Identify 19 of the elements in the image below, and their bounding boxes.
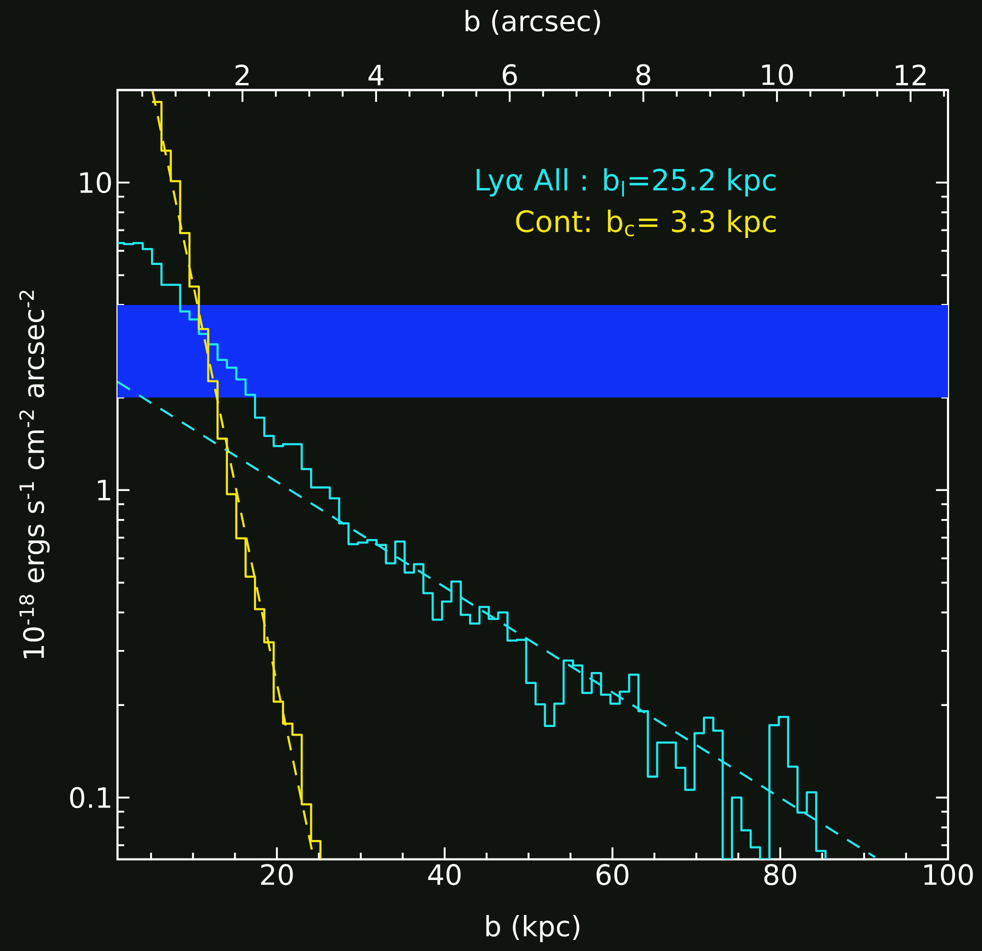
- x2-tick-label: 6: [502, 64, 517, 86]
- x2-tick-label: 2: [236, 64, 249, 86]
- x-tick-label: 40: [428, 864, 461, 886]
- y-tick-label: 10: [80, 172, 111, 194]
- x2-tick-label: 8: [636, 64, 650, 86]
- x2-tick-label: 4: [368, 64, 384, 86]
- x-tick-label: 100: [924, 864, 973, 886]
- x2-axis-title: b (arcsec): [466, 10, 600, 35]
- x-tick-label: 80: [764, 864, 796, 886]
- text: Cont: b$_{c}$= 3.3 kpc: [516, 210, 776, 238]
- y-tick-label: 1: [98, 480, 110, 500]
- y-tick-label: 0.1: [70, 787, 110, 808]
- x-tick-label: 20: [261, 864, 293, 886]
- x-axis-title: b (kpc): [486, 914, 580, 942]
- x-tick-label: 60: [596, 864, 628, 886]
- x2-tick-label: 12: [896, 64, 926, 86]
- text: Lyα All : b$_{l}$=25.2 kpc: [476, 168, 776, 197]
- x2-tick-label: 10: [762, 64, 793, 86]
- y-axis-title: 10$^{-18}$ ergs s$^{-1}$ cm$^{-2}$ arcsec$^{-2}$: [19, 290, 50, 658]
